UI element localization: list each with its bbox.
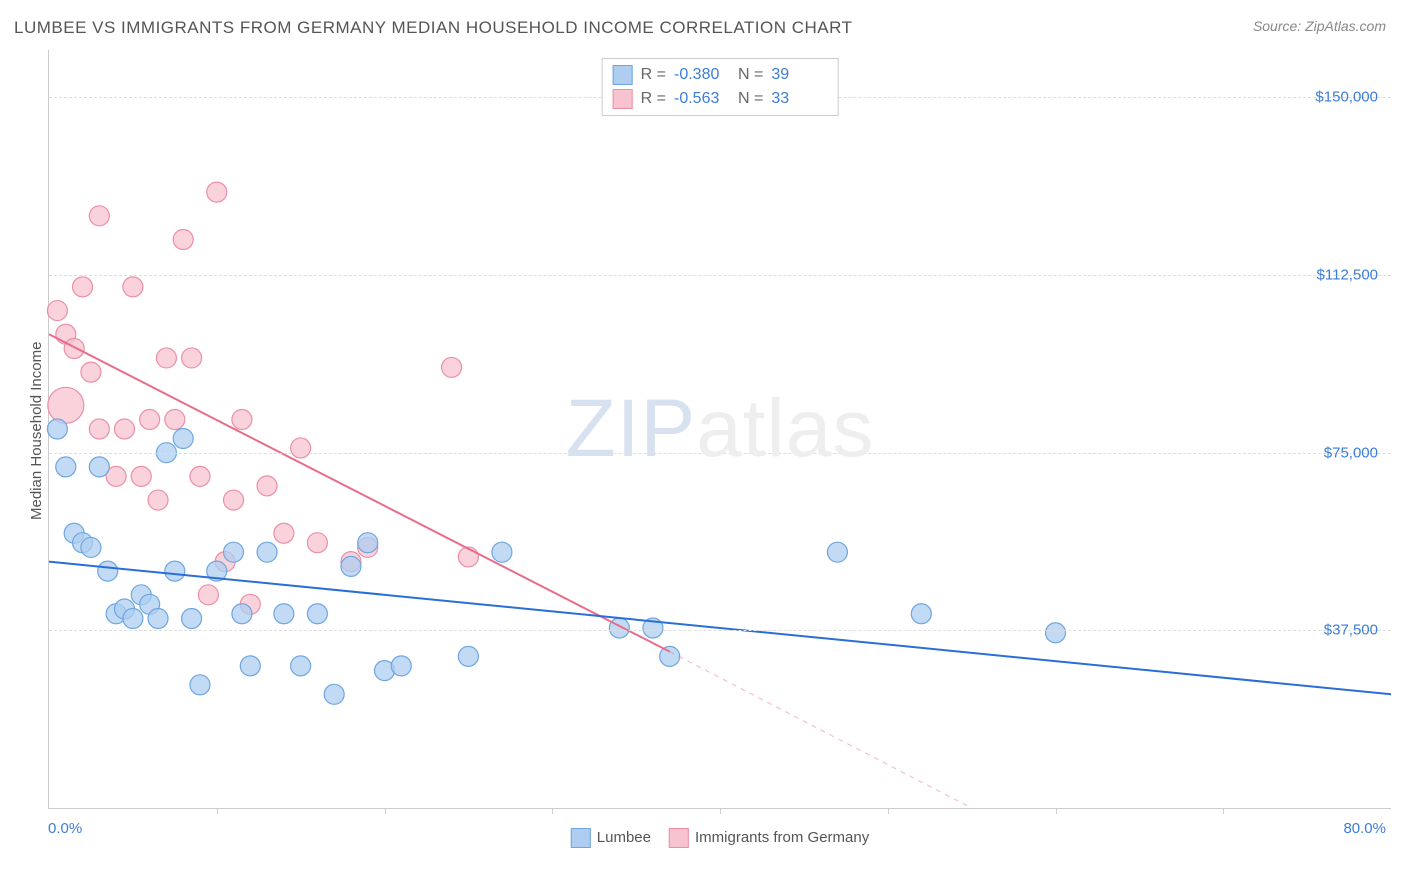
legend-stats-row: R = -0.380 N = 39 <box>613 63 828 87</box>
scatter-point <box>182 348 202 368</box>
scatter-point <box>660 646 680 666</box>
x-tick <box>385 808 386 814</box>
grid-line <box>49 630 1391 631</box>
chart-area: ZIPatlas R = -0.380 N = 39 R = -0.563 N … <box>48 50 1391 809</box>
x-tick <box>1223 808 1224 814</box>
scatter-point <box>391 656 411 676</box>
scatter-point <box>89 206 109 226</box>
scatter-point <box>148 490 168 510</box>
scatter-point <box>274 604 294 624</box>
scatter-point <box>73 277 93 297</box>
scatter-point <box>123 277 143 297</box>
y-tick-label: $112,500 <box>1317 267 1378 284</box>
scatter-point <box>341 556 361 576</box>
stat-n-value: 33 <box>771 90 827 108</box>
swatch-germany <box>613 89 633 109</box>
legend-stats-row: R = -0.563 N = 33 <box>613 87 828 111</box>
scatter-point <box>827 542 847 562</box>
scatter-point <box>47 419 67 439</box>
grid-line <box>49 453 1391 454</box>
scatter-point <box>48 387 84 423</box>
y-tick-label: $150,000 <box>1315 89 1378 106</box>
bottom-legend: Lumbee Immigrants from Germany <box>571 828 869 848</box>
y-tick-label: $75,000 <box>1324 444 1378 461</box>
scatter-point <box>1046 623 1066 643</box>
scatter-point <box>458 646 478 666</box>
scatter-point <box>81 537 101 557</box>
stat-label-n: N = <box>738 66 763 84</box>
scatter-point <box>89 457 109 477</box>
x-tick <box>720 808 721 814</box>
trend-line-germany-ext <box>670 652 972 808</box>
y-axis-label: Median Household Income <box>28 342 45 520</box>
x-tick <box>217 808 218 814</box>
swatch-lumbee <box>571 828 591 848</box>
scatter-point <box>131 466 151 486</box>
scatter-point <box>291 656 311 676</box>
scatter-point <box>190 466 210 486</box>
legend-label: Immigrants from Germany <box>695 829 869 846</box>
y-tick-label: $37,500 <box>1324 622 1378 639</box>
scatter-point <box>182 609 202 629</box>
scatter-point <box>173 428 193 448</box>
stat-label-n: N = <box>738 90 763 108</box>
scatter-point <box>224 542 244 562</box>
scatter-point <box>123 609 143 629</box>
scatter-point <box>89 419 109 439</box>
swatch-germany <box>669 828 689 848</box>
scatter-point <box>358 533 378 553</box>
scatter-point <box>324 684 344 704</box>
scatter-point <box>81 362 101 382</box>
scatter-point <box>190 675 210 695</box>
scatter-point <box>140 410 160 430</box>
scatter-point <box>232 604 252 624</box>
scatter-point <box>442 357 462 377</box>
stat-label-r: R = <box>641 90 666 108</box>
scatter-point <box>911 604 931 624</box>
source-label: Source: ZipAtlas.com <box>1253 18 1386 34</box>
scatter-point <box>307 604 327 624</box>
scatter-point <box>198 585 218 605</box>
x-axis-min-label: 0.0% <box>48 820 82 837</box>
scatter-point <box>307 533 327 553</box>
x-tick <box>888 808 889 814</box>
scatter-point <box>47 301 67 321</box>
x-axis-max-label: 80.0% <box>1343 820 1386 837</box>
stat-r-value: -0.563 <box>674 90 730 108</box>
scatter-point <box>148 609 168 629</box>
scatter-point <box>207 182 227 202</box>
swatch-lumbee <box>613 65 633 85</box>
scatter-point <box>232 410 252 430</box>
scatter-point <box>98 561 118 581</box>
scatter-point <box>609 618 629 638</box>
scatter-point <box>274 523 294 543</box>
scatter-point <box>64 338 84 358</box>
legend-item: Lumbee <box>571 828 651 848</box>
stat-label-r: R = <box>641 66 666 84</box>
x-tick <box>1056 808 1057 814</box>
chart-title: LUMBEE VS IMMIGRANTS FROM GERMANY MEDIAN… <box>14 18 852 38</box>
stat-n-value: 39 <box>771 66 827 84</box>
scatter-point <box>165 561 185 581</box>
scatter-point <box>492 542 512 562</box>
scatter-point <box>156 348 176 368</box>
x-tick <box>552 808 553 814</box>
scatter-point <box>257 542 277 562</box>
scatter-plot-svg <box>49 50 1391 808</box>
scatter-point <box>173 230 193 250</box>
scatter-point <box>291 438 311 458</box>
legend-stats-box: R = -0.380 N = 39 R = -0.563 N = 33 <box>602 58 839 116</box>
scatter-point <box>114 419 134 439</box>
scatter-point <box>224 490 244 510</box>
legend-item: Immigrants from Germany <box>669 828 869 848</box>
scatter-point <box>240 656 260 676</box>
scatter-point <box>165 410 185 430</box>
scatter-point <box>56 457 76 477</box>
stat-r-value: -0.380 <box>674 66 730 84</box>
scatter-point <box>458 547 478 567</box>
grid-line <box>49 275 1391 276</box>
legend-label: Lumbee <box>597 829 651 846</box>
scatter-point <box>257 476 277 496</box>
